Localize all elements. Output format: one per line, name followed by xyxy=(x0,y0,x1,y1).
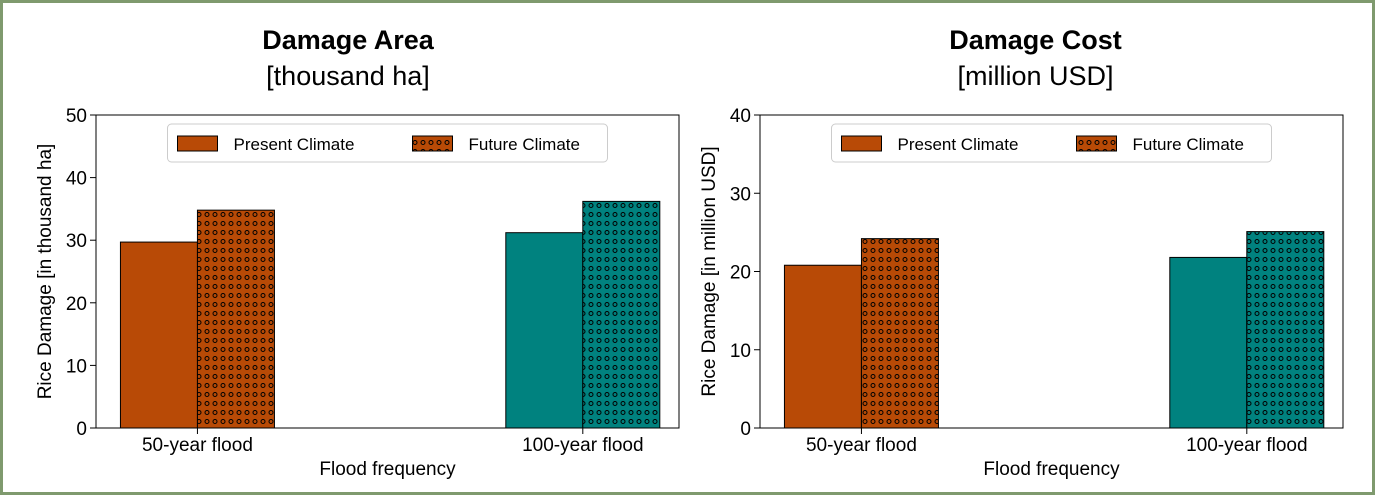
bar-future-100yr xyxy=(582,200,661,429)
legend-swatch-present xyxy=(841,135,882,152)
y-tick-label: 20 xyxy=(66,294,87,315)
x-axis-title: Flood frequency xyxy=(319,459,456,480)
y-axis-title: Rice Damage [in thousand ha] xyxy=(35,144,56,400)
x-tick-label: 50-year flood xyxy=(806,435,917,456)
y-tick-label: 10 xyxy=(730,341,751,362)
legend-label-future: Future Climate xyxy=(1133,135,1244,154)
legend-box xyxy=(167,123,608,163)
panel-title: Damage Area xyxy=(262,25,434,55)
damage-cost-chart: 0 10 20 30 40 50-year flood 100-year flood Floo… xyxy=(699,106,1344,480)
bar-present-50yr xyxy=(783,264,862,429)
legend-swatch-present xyxy=(177,135,218,152)
y-tick-label: 40 xyxy=(730,106,751,127)
damage-cost-panel: Damage Cost [million USD] 0 10 20 30 40 50-ye… xyxy=(693,3,1375,498)
damage-area-chart: 0 10 20 30 40 50 50-year flood 100-year flood Fl… xyxy=(35,106,680,480)
legend-swatch-future xyxy=(412,135,453,152)
y-tick-label: 0 xyxy=(740,419,751,440)
bar-future-50yr xyxy=(196,209,275,429)
x-tick-label: 100-year flood xyxy=(522,435,643,456)
y-axis-title: Rice Damage [in million USD] xyxy=(699,146,720,396)
y-tick-label: 0 xyxy=(76,419,87,440)
panel-subtitle: [thousand ha] xyxy=(266,61,430,91)
legend-label-future: Future Climate xyxy=(469,135,580,154)
bar-future-50yr xyxy=(860,238,939,429)
bar-present-100yr xyxy=(505,232,584,429)
panel-subtitle: [million USD] xyxy=(957,61,1114,91)
x-axis-title: Flood frequency xyxy=(983,459,1120,480)
bar-present-50yr xyxy=(119,241,198,429)
y-tick-label: 50 xyxy=(66,106,87,127)
damage-area-panel: Damage Area [thousand ha] 0 10 20 30 40 50 50-… xyxy=(3,3,693,498)
y-tick-label: 10 xyxy=(66,356,87,377)
bar-future-100yr xyxy=(1246,231,1325,429)
x-tick-label: 50-year flood xyxy=(142,435,253,456)
y-tick-label: 30 xyxy=(66,231,87,252)
plot-frame xyxy=(95,114,680,429)
y-tick-label: 40 xyxy=(66,169,87,190)
bar-present-100yr xyxy=(1169,256,1248,429)
legend-label-present: Present Climate xyxy=(898,135,1019,154)
legend-label-present: Present Climate xyxy=(234,135,355,154)
panel-title: Damage Cost xyxy=(949,25,1122,55)
legend-box xyxy=(831,123,1272,163)
legend: Present Climate Future Climate xyxy=(167,123,608,163)
legend: Present Climate Future Climate xyxy=(831,123,1272,163)
y-tick-label: 30 xyxy=(730,184,751,205)
x-tick-label: 100-year flood xyxy=(1186,435,1307,456)
legend-swatch-future xyxy=(1076,135,1117,152)
y-tick-label: 20 xyxy=(730,263,751,284)
